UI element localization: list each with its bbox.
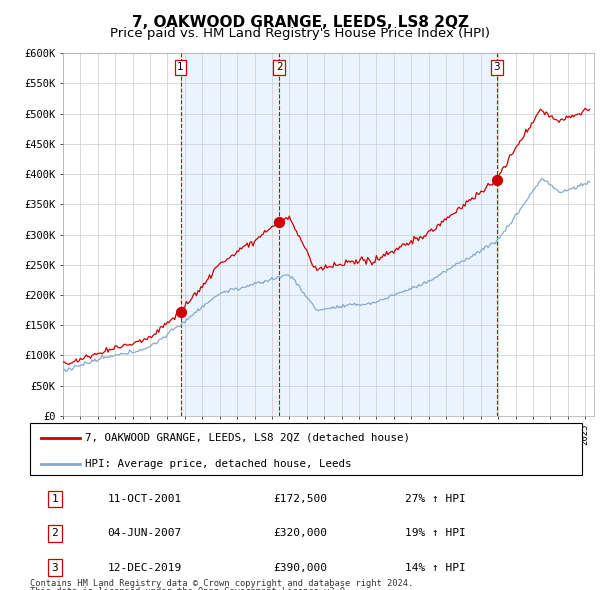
Bar bbox=[279, 53, 497, 416]
Text: £320,000: £320,000 bbox=[273, 529, 327, 538]
Text: Contains HM Land Registry data © Crown copyright and database right 2024.: Contains HM Land Registry data © Crown c… bbox=[30, 579, 413, 588]
Text: 3: 3 bbox=[52, 563, 58, 573]
Text: £172,500: £172,500 bbox=[273, 494, 327, 504]
Point bbox=[176, 307, 185, 316]
Text: HPI: Average price, detached house, Leeds: HPI: Average price, detached house, Leed… bbox=[85, 458, 352, 468]
Text: 1: 1 bbox=[177, 62, 184, 72]
Text: 2: 2 bbox=[276, 62, 283, 72]
Text: This data is licensed under the Open Government Licence v3.0.: This data is licensed under the Open Gov… bbox=[30, 587, 350, 590]
Text: £390,000: £390,000 bbox=[273, 563, 327, 573]
Text: 12-DEC-2019: 12-DEC-2019 bbox=[107, 563, 182, 573]
Text: Price paid vs. HM Land Registry's House Price Index (HPI): Price paid vs. HM Land Registry's House … bbox=[110, 27, 490, 40]
Text: 1: 1 bbox=[52, 494, 58, 504]
Text: 04-JUN-2007: 04-JUN-2007 bbox=[107, 529, 182, 538]
Point bbox=[274, 218, 284, 227]
Text: 14% ↑ HPI: 14% ↑ HPI bbox=[406, 563, 466, 573]
FancyBboxPatch shape bbox=[30, 423, 582, 475]
Text: 19% ↑ HPI: 19% ↑ HPI bbox=[406, 529, 466, 538]
Text: 2: 2 bbox=[52, 529, 58, 538]
Point bbox=[492, 175, 502, 185]
Text: 3: 3 bbox=[493, 62, 500, 72]
Text: 27% ↑ HPI: 27% ↑ HPI bbox=[406, 494, 466, 504]
Text: 7, OAKWOOD GRANGE, LEEDS, LS8 2QZ: 7, OAKWOOD GRANGE, LEEDS, LS8 2QZ bbox=[131, 15, 469, 30]
Text: 7, OAKWOOD GRANGE, LEEDS, LS8 2QZ (detached house): 7, OAKWOOD GRANGE, LEEDS, LS8 2QZ (detac… bbox=[85, 432, 410, 442]
Bar bbox=[181, 53, 279, 416]
Text: 11-OCT-2001: 11-OCT-2001 bbox=[107, 494, 182, 504]
